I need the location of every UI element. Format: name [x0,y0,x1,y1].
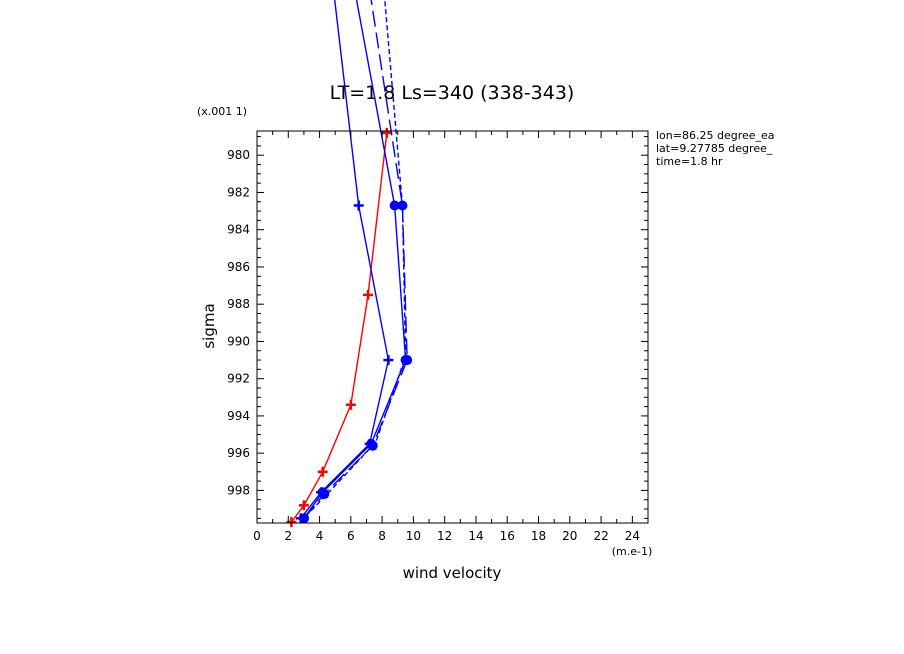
data-point-plus [363,289,374,300]
series-line-3 [303,0,407,519]
data-point-plus [317,466,328,477]
x-tick-label: 16 [500,529,515,543]
y-axis-label: sigma [200,303,218,348]
data-point-plus [298,500,309,511]
y-tick-label: 992 [227,372,250,386]
x-tick-label: 8 [378,529,386,543]
series-line-2 [300,0,390,519]
data-point-circle [402,355,413,366]
data-point-plus [383,355,394,366]
x-tick-label: 24 [625,529,640,543]
x-tick-label: 4 [316,529,324,543]
y-tick-label: 998 [227,483,250,497]
data-point-plus [381,127,392,138]
y-tick-label: 996 [227,446,250,460]
annotation-time: time=1.8 hr [656,155,723,168]
data-point-plus [345,399,356,410]
x-tick-label: 12 [437,529,452,543]
x-unit-label: (m.e-1) [612,545,653,558]
plot-frame [256,130,649,524]
y-tick-label: 984 [227,223,250,237]
x-tick-label: 6 [347,529,355,543]
y-tick-label: 994 [227,409,250,423]
x-tick-label: 10 [406,529,421,543]
data-point-plus [353,200,364,211]
data-point-circle [389,200,400,211]
x-tick-label: 0 [253,529,261,543]
x-tick-label: 22 [593,529,608,543]
plot-area [286,0,413,528]
x-axis-label: wind velocity [403,564,502,582]
x-tick-label: 20 [562,529,577,543]
y-unit-label: (x.001 1) [197,105,247,118]
data-point-circle [319,489,330,500]
chart-title: LT=1.8 Ls=340 (338-343) [330,82,575,104]
x-tick-label: 18 [531,529,546,543]
y-tick-label: 990 [227,334,250,348]
axes: 0 2 4 6 8 10 12 14 16 18 20 22 249809829849869889909… [227,131,649,543]
series-line-1 [290,132,388,523]
series-group [286,0,413,528]
y-tick-label: 988 [227,297,250,311]
y-tick-label: 986 [227,260,250,274]
x-tick-label: 14 [468,529,483,543]
annotation-lon: lon=86.25 degree_ea [656,129,775,142]
y-tick-label: 980 [227,148,250,162]
x-tick-label: 2 [284,529,292,543]
series-line-5 [304,0,407,517]
y-tick-label: 982 [227,185,250,199]
annotation-lat: lat=9.27785 degree_ [656,142,773,155]
